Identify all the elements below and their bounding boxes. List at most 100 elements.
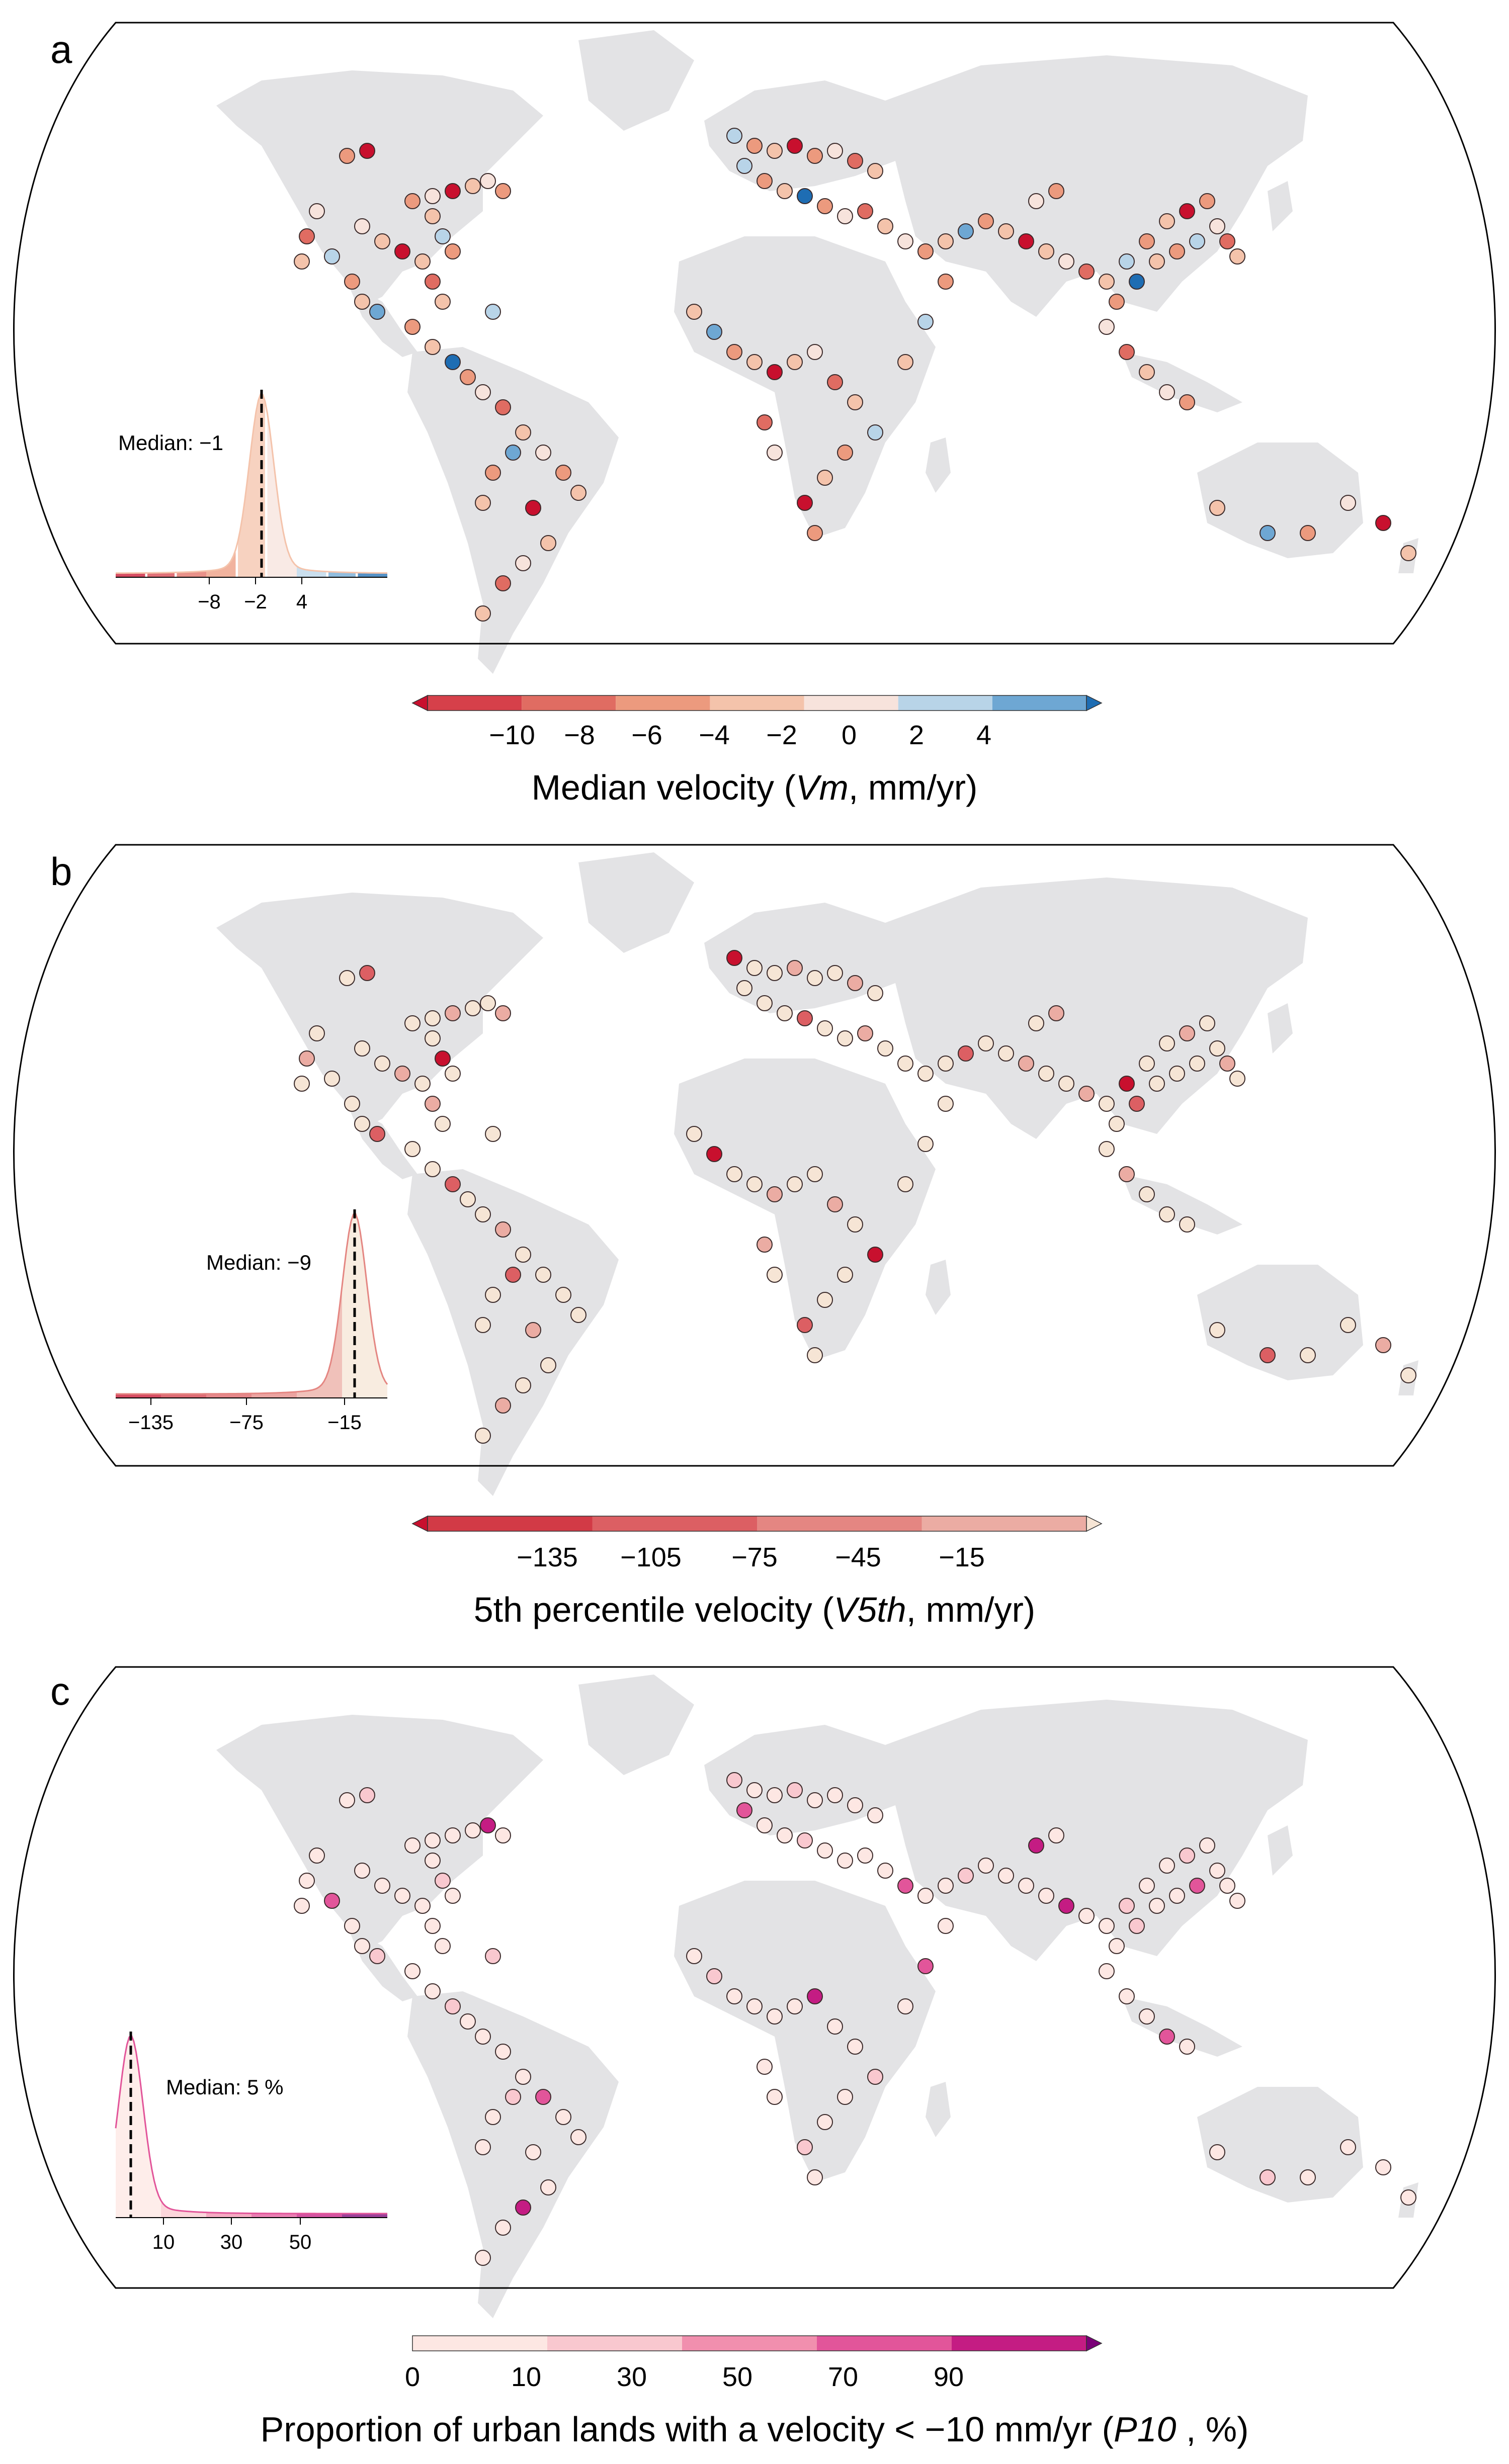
city-marker xyxy=(767,143,783,159)
city-marker xyxy=(1058,1076,1074,1092)
city-marker xyxy=(1139,1055,1155,1072)
colorbar-arrow-right xyxy=(1086,694,1103,712)
city-marker xyxy=(445,1005,461,1021)
city-marker xyxy=(414,1076,431,1092)
city-marker xyxy=(485,304,501,320)
city-marker xyxy=(897,1176,913,1192)
city-marker xyxy=(294,253,310,270)
city-marker xyxy=(374,233,390,249)
map-c xyxy=(13,1666,1496,2318)
city-marker xyxy=(485,1126,501,1142)
city-marker xyxy=(515,1247,531,1263)
city-marker xyxy=(938,274,954,290)
city-marker xyxy=(827,2018,843,2035)
city-marker xyxy=(1199,193,1215,209)
city-marker xyxy=(475,1206,491,1222)
city-marker xyxy=(777,1827,793,1843)
city-marker xyxy=(706,1968,722,1984)
city-marker xyxy=(475,2139,491,2155)
city-marker xyxy=(978,213,994,229)
city-marker xyxy=(1149,1898,1165,1914)
inset-tick-label: 10 xyxy=(152,2231,175,2253)
city-marker xyxy=(787,1998,803,2014)
city-marker xyxy=(324,248,340,265)
city-marker xyxy=(1099,1918,1115,1934)
city-marker xyxy=(706,324,722,340)
city-marker xyxy=(1078,1086,1095,1102)
city-marker xyxy=(294,1898,310,1914)
colorbar-tick-label: −8 xyxy=(564,720,595,750)
city-marker xyxy=(299,1050,315,1067)
city-marker xyxy=(787,1176,803,1192)
city-marker xyxy=(746,1782,763,1798)
city-marker xyxy=(1139,233,1155,249)
colorbar-arrow-left xyxy=(411,694,428,712)
city-marker xyxy=(807,1988,823,2004)
inset-tick-label: −8 xyxy=(198,591,221,613)
city-marker xyxy=(1209,500,1225,516)
city-marker xyxy=(359,143,375,159)
city-marker xyxy=(938,1096,954,1112)
inset-b: Median: −9 −135 −75 −15 xyxy=(116,1209,388,1434)
inset-tick-label: 4 xyxy=(296,591,307,613)
city-marker xyxy=(847,975,863,991)
city-marker xyxy=(757,414,773,430)
city-marker xyxy=(1099,1096,1115,1112)
city-marker xyxy=(938,1055,954,1072)
city-marker xyxy=(1018,233,1034,249)
city-marker xyxy=(807,148,823,164)
city-marker xyxy=(1169,1066,1185,1082)
inset-density-band xyxy=(147,572,175,577)
city-marker xyxy=(1119,1898,1135,1914)
city-marker xyxy=(1229,1893,1245,1909)
city-marker xyxy=(1260,1347,1276,1363)
city-marker xyxy=(817,2114,833,2130)
map-a xyxy=(13,22,1496,674)
city-marker xyxy=(495,1005,511,1021)
city-marker xyxy=(445,1998,461,2014)
city-marker xyxy=(1300,1347,1316,1363)
colorbar-segment xyxy=(547,2336,682,2351)
city-marker xyxy=(480,173,496,189)
city-marker xyxy=(837,2089,853,2105)
city-marker xyxy=(746,1176,763,1192)
city-marker xyxy=(998,1868,1014,1884)
city-marker xyxy=(525,2144,541,2160)
city-marker xyxy=(1129,1918,1145,1934)
city-marker xyxy=(1139,1878,1155,1894)
city-marker xyxy=(1149,253,1165,270)
city-marker xyxy=(460,2013,476,2030)
city-marker xyxy=(736,1802,752,1818)
colorbar-tick-label: −6 xyxy=(631,720,662,750)
city-marker xyxy=(757,1817,773,1833)
inset-density-curve xyxy=(116,1213,388,1395)
inset-density-band xyxy=(206,1393,252,1398)
city-marker xyxy=(787,1782,803,1798)
city-marker xyxy=(540,1357,556,1373)
city-marker xyxy=(1139,1186,1155,1202)
city-markers-c xyxy=(294,1772,1416,2266)
city-marker xyxy=(404,319,421,335)
city-marker xyxy=(837,208,853,224)
inset-density-band xyxy=(116,1393,161,1398)
city-marker xyxy=(354,1863,370,1879)
city-marker xyxy=(1375,515,1391,531)
city-marker xyxy=(847,394,863,410)
city-marker xyxy=(797,2139,813,2155)
city-marker xyxy=(746,138,763,154)
inset-density-band xyxy=(206,550,236,577)
city-marker xyxy=(515,424,531,441)
city-marker xyxy=(1028,193,1044,209)
city-marker xyxy=(1139,364,1155,380)
city-marker xyxy=(1159,2029,1175,2045)
city-marker xyxy=(369,1948,385,1964)
city-marker xyxy=(1119,1076,1135,1092)
city-marker xyxy=(1400,545,1416,561)
city-markers-b xyxy=(294,950,1416,1444)
city-marker xyxy=(797,1317,813,1333)
inset-density-band xyxy=(252,2213,297,2218)
city-marker xyxy=(425,1030,441,1046)
city-marker xyxy=(1159,1858,1175,1874)
city-marker xyxy=(435,1873,451,1889)
city-marker xyxy=(495,575,511,591)
